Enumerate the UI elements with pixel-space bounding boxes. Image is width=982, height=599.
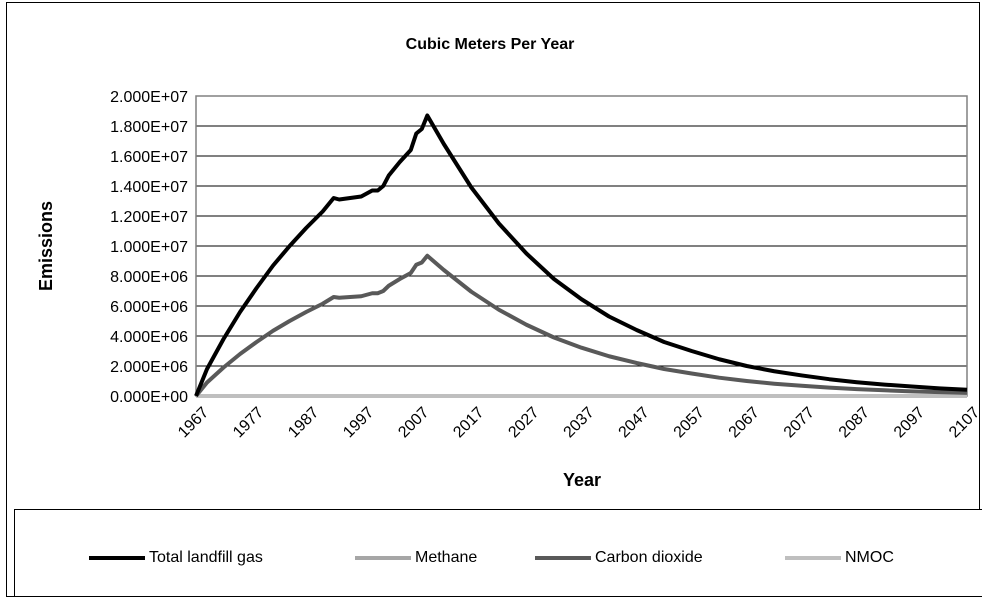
y-tick-label: 1.400E+07 [110,179,188,196]
y-tick-label: 2.000E+07 [110,89,188,106]
series-lines [194,113,968,398]
legend-item-total-landfill-gas: Total landfill gas [89,548,263,568]
y-tick-label: 1.200E+07 [110,209,188,226]
y-tick-label: 1.800E+07 [110,119,188,136]
y-tick-label: 1.600E+07 [110,149,188,166]
legend-swatch [355,556,411,560]
legend-label: Carbon dioxide [595,549,703,566]
x-tick-label: 2047 [616,404,653,441]
y-tick-label: 8.000E+06 [110,269,188,286]
x-tick-label: 2057 [671,404,708,441]
chart-title: Cubic Meters Per Year [406,36,575,53]
gridlines [196,95,967,397]
x-tick-label: 2037 [560,404,597,441]
x-tick-label: 2077 [781,404,818,441]
x-tick-label: 2017 [450,404,487,441]
x-tick-label: 1987 [285,404,322,441]
legend-item-nmoc: NMOC [785,548,894,568]
x-axis-label: Year [563,470,601,490]
legend-swatch [89,556,145,560]
y-tick-label: 0.000E+00 [110,389,188,406]
x-tick-label: 1977 [230,404,267,441]
x-tick-label: 2067 [726,404,763,441]
series-line-total-landfill-gas [194,113,968,397]
legend: Total landfill gas Methane Carbon dioxide N… [14,509,982,597]
y-tick-label: 2.000E+06 [110,359,188,376]
legend-item-carbon-dioxide: Carbon dioxide [535,548,703,568]
x-tick-label: 2107 [946,404,982,441]
y-tick-label: 1.000E+07 [110,239,188,256]
legend-item-methane: Methane [355,548,477,568]
x-tick-label: 2097 [891,404,928,441]
series-line-carbon-dioxide [194,253,968,398]
legend-swatch [785,556,841,560]
x-tick-label: 2007 [395,404,432,441]
x-tick-label: 1997 [340,404,377,441]
legend-label: NMOC [845,549,894,566]
y-axis-tick-labels: 0.000E+00 2.000E+06 4.000E+06 6.000E+06 8.00… [110,89,188,406]
y-tick-label: 4.000E+06 [110,329,188,346]
x-tick-label: 2027 [505,404,542,441]
x-tick-label: 2087 [836,404,873,441]
y-axis-label: Emissions [36,201,56,291]
legend-label: Methane [415,549,478,566]
legend-swatch [535,556,591,560]
legend-label: Total landfill gas [149,549,263,566]
x-tick-label: 1967 [175,404,212,441]
x-axis-tick-labels: 1967 1977 1987 1997 2007 2017 2027 2037 2047 2057… [175,404,982,441]
y-tick-label: 6.000E+06 [110,299,188,316]
